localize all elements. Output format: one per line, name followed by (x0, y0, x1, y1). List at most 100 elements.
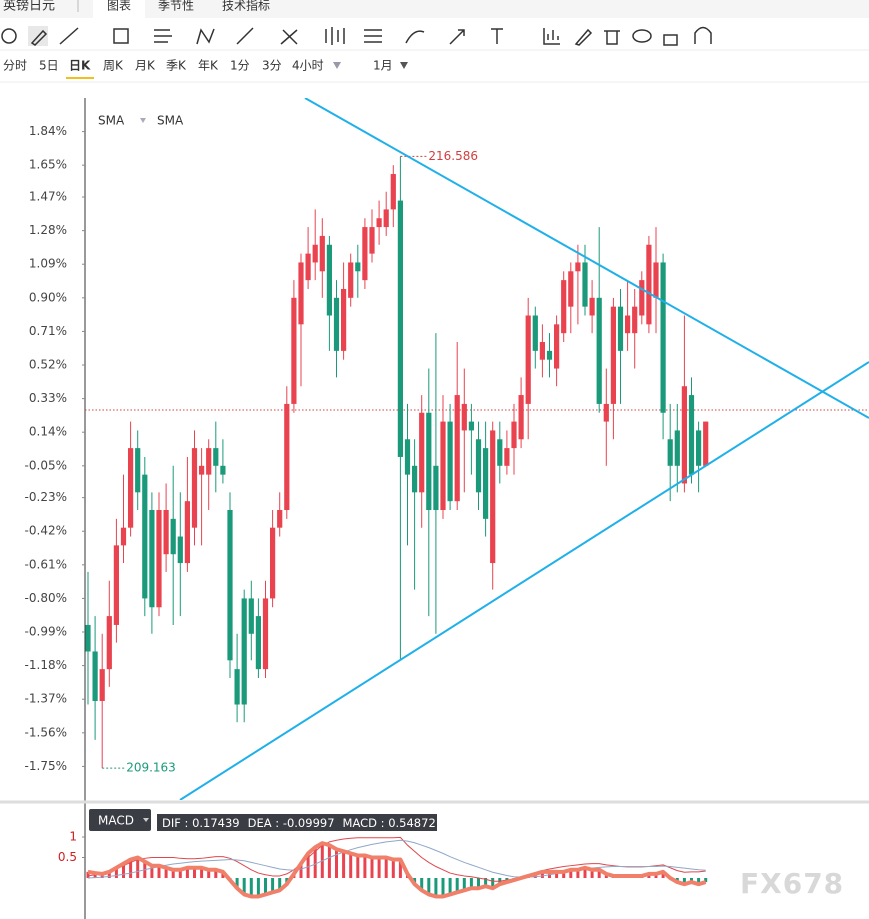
macd-bar (391, 859, 395, 878)
candle-body (305, 253, 311, 281)
candle-body (206, 448, 212, 475)
timeframe[interactable]: 1分 (230, 59, 250, 73)
candle-body (447, 421, 453, 502)
macd-bar (327, 845, 331, 878)
tool-icon[interactable] (604, 30, 620, 45)
candle-body (106, 616, 112, 670)
candle-body (681, 386, 687, 484)
timeframe[interactable]: 年K (198, 59, 219, 73)
tool-icon[interactable] (663, 34, 678, 46)
macd-bar (242, 877, 246, 895)
macd-bar (100, 873, 104, 878)
candle-body (632, 306, 638, 334)
timeframe[interactable]: 分时 (3, 59, 27, 73)
candle-body (511, 421, 517, 449)
tool-icon[interactable] (491, 28, 503, 44)
tool-icon[interactable] (543, 28, 560, 45)
legend-item: SMA (157, 114, 184, 128)
macd-bar (278, 877, 282, 891)
tool-icon[interactable] (280, 29, 298, 45)
candle-body (404, 439, 411, 475)
macd-bar (491, 877, 495, 889)
tool-icon[interactable] (405, 30, 425, 44)
candle-body (504, 448, 510, 466)
y-tick-label: -0.99% (25, 625, 67, 639)
candle-body (475, 439, 482, 493)
macd-bar (249, 877, 253, 897)
timeframe[interactable]: 周K (103, 59, 124, 73)
timeframe[interactable]: 月K (135, 59, 156, 73)
period[interactable]: 1月 (373, 59, 393, 73)
y-tick-label: -1.56% (25, 725, 67, 739)
macd-bar (299, 863, 303, 878)
trend-line[interactable] (179, 361, 869, 800)
candle-body (284, 403, 290, 511)
tool-icon[interactable] (154, 29, 172, 43)
timeframe[interactable]: 季K (166, 59, 187, 73)
candle-body (220, 465, 226, 475)
candle-body (270, 527, 276, 599)
tool-icon[interactable] (30, 29, 48, 46)
candle-body (184, 501, 190, 564)
y-tick-label: -0.23% (25, 490, 67, 504)
tool-icon[interactable] (1, 28, 17, 44)
macd-bar (427, 877, 431, 895)
tool-icon[interactable] (632, 29, 652, 43)
separator: : (272, 816, 283, 830)
macd-bar (420, 877, 424, 891)
timeframe[interactable]: 3分 (262, 59, 282, 73)
candle-body (241, 598, 247, 705)
candle-body (653, 262, 659, 298)
macd-bar (349, 853, 353, 878)
tool-icon[interactable] (59, 27, 79, 45)
trend-lines (179, 98, 869, 800)
candle-body (319, 235, 325, 272)
macd-bar (235, 877, 239, 889)
low-label: 209.163 (126, 761, 176, 775)
macd-line (87, 841, 707, 899)
candle-body (518, 395, 524, 440)
candle-body (348, 262, 354, 298)
tab-bar (0, 0, 869, 18)
timeframe[interactable]: 日K (69, 59, 91, 73)
tool-icon[interactable] (196, 28, 215, 45)
macd-bar (569, 869, 573, 878)
candle-body (312, 244, 318, 263)
macd-bar (93, 873, 97, 878)
tool-icon[interactable] (325, 27, 345, 45)
active-tab[interactable] (93, 0, 145, 18)
macd-bar (654, 873, 658, 878)
candle-body (575, 262, 581, 272)
candle-body (163, 510, 169, 555)
macd-bar (171, 869, 175, 878)
macd-tag[interactable] (89, 809, 151, 831)
tab[interactable]: 图表 (107, 0, 131, 13)
tool-icon[interactable] (449, 29, 465, 45)
tool-icon[interactable] (364, 29, 382, 43)
candle-body (227, 510, 233, 661)
tool-icon[interactable] (236, 27, 254, 45)
timeframe[interactable]: 5日 (39, 59, 59, 73)
macd-bar (114, 867, 118, 878)
timeframe[interactable]: 4小时 (292, 59, 324, 73)
candle-body (213, 448, 219, 466)
macd-bar (129, 859, 133, 878)
candle-body (639, 280, 645, 316)
tab[interactable]: 技术指标 (222, 0, 270, 13)
symbol: 英镑日元 (3, 0, 55, 14)
tool-icon[interactable] (574, 28, 593, 46)
candle-body (596, 297, 602, 404)
tab[interactable]: 季节性 (158, 0, 194, 13)
watermark: FX678 (740, 867, 844, 900)
legend-arrow (140, 118, 146, 123)
tool-icon[interactable] (694, 26, 712, 45)
tool-icon[interactable] (113, 28, 129, 44)
macd-bar (178, 869, 182, 878)
trend-line[interactable] (304, 98, 869, 419)
separator: : (377, 816, 388, 830)
y-tick-label: -0.05% (25, 458, 67, 472)
y-tick-label: 0.90% (29, 290, 67, 304)
toolbar (1, 26, 712, 46)
candle-body (177, 536, 183, 564)
